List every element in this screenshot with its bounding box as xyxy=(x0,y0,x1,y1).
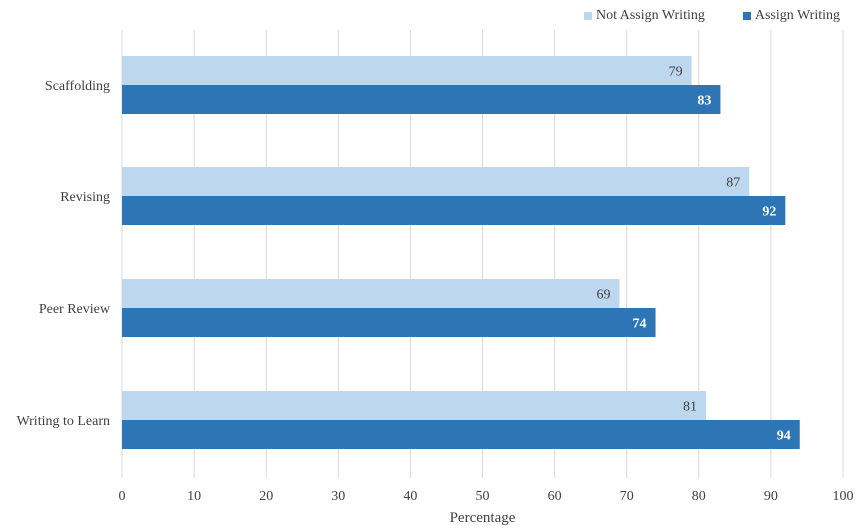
bar-scaffolding-assign xyxy=(122,85,721,114)
x-tick-label-60: 60 xyxy=(548,489,562,504)
category-label-scaffolding: Scaffolding xyxy=(45,79,110,94)
x-tick-label-80: 80 xyxy=(692,489,706,504)
legend-item-not-assign-writing: Not Assign Writing xyxy=(584,8,705,24)
category-label-revising: Revising xyxy=(60,190,110,205)
category-label-writing-to-learn: Writing to Learn xyxy=(16,414,110,429)
legend-label-not-assign-writing: Not Assign Writing xyxy=(596,8,705,23)
x-axis-title: Percentage xyxy=(450,510,516,526)
data-label-scaffolding-assign: 83 xyxy=(697,94,711,109)
legend-swatch-not-assign-writing xyxy=(584,12,592,20)
bar-revising-not-assign xyxy=(122,167,750,196)
data-label-revising-assign: 92 xyxy=(762,205,776,220)
data-label-revising-not-assign: 87 xyxy=(726,176,740,191)
bar-peer-review-not-assign xyxy=(122,279,620,308)
legend-swatch-assign-writing xyxy=(742,12,751,20)
data-label-scaffolding-not-assign: 79 xyxy=(669,65,683,80)
category-label-peer-review: Peer Review xyxy=(39,302,111,317)
bar-writing-to-learn-not-assign xyxy=(122,391,707,420)
x-tick-label-10: 10 xyxy=(187,489,201,504)
bar-revising-assign xyxy=(122,196,786,225)
x-tick-label-50: 50 xyxy=(476,489,490,504)
data-label-peer-review-assign: 74 xyxy=(633,317,647,332)
legend-item-assign-writing: Assign Writing xyxy=(742,8,840,24)
x-tick-label-30: 30 xyxy=(331,489,345,504)
data-label-writing-to-learn-not-assign: 81 xyxy=(683,400,697,415)
x-tick-label-20: 20 xyxy=(259,489,273,504)
x-tick-label-0: 0 xyxy=(119,489,126,504)
data-label-peer-review-not-assign: 69 xyxy=(596,288,610,303)
legend: Not Assign Writing Assign Writing xyxy=(584,8,840,24)
bar-scaffolding-not-assign xyxy=(122,56,692,85)
data-label-writing-to-learn-assign: 94 xyxy=(777,429,791,444)
x-tick-label-100: 100 xyxy=(833,489,854,504)
bar-peer-review-assign xyxy=(122,308,656,337)
bar-writing-to-learn-assign xyxy=(122,420,800,449)
x-tick-label-40: 40 xyxy=(403,489,417,504)
x-tick-label-70: 70 xyxy=(620,489,634,504)
x-tick-label-90: 90 xyxy=(764,489,778,504)
legend-label-assign-writing: Assign Writing xyxy=(754,8,840,23)
